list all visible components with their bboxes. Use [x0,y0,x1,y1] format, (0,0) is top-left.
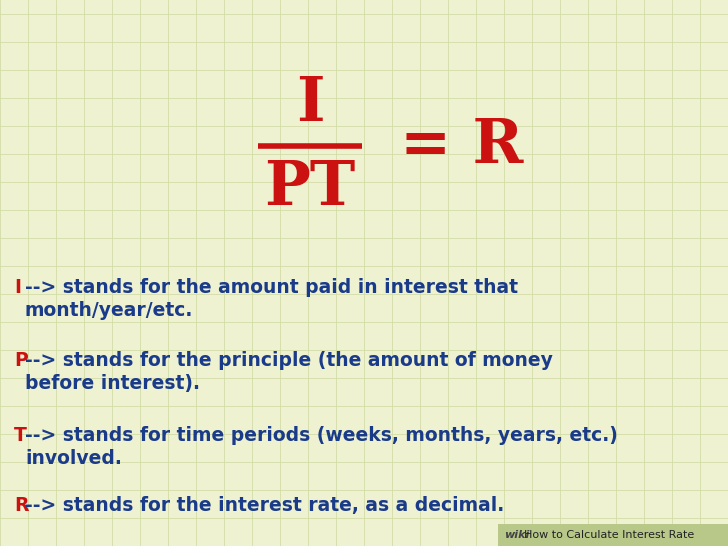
Text: T: T [14,426,27,445]
Text: wiki: wiki [504,530,529,540]
Text: --> stands for time periods (weeks, months, years, etc.)
involved.: --> stands for time periods (weeks, mont… [25,426,618,468]
Text: P: P [14,351,28,370]
Text: = R: = R [400,116,523,176]
Text: I: I [296,74,324,134]
Text: I: I [14,278,21,297]
Text: --> stands for the interest rate, as a decimal.: --> stands for the interest rate, as a d… [25,496,505,515]
Text: --> stands for the amount paid in interest that
month/year/etc.: --> stands for the amount paid in intere… [25,278,518,321]
Text: PT: PT [264,158,355,218]
Text: --> stands for the principle (the amount of money
before interest).: --> stands for the principle (the amount… [25,351,553,394]
Text: R: R [14,496,28,515]
Text: How to Calculate Interest Rate: How to Calculate Interest Rate [524,530,695,540]
FancyBboxPatch shape [498,524,728,546]
